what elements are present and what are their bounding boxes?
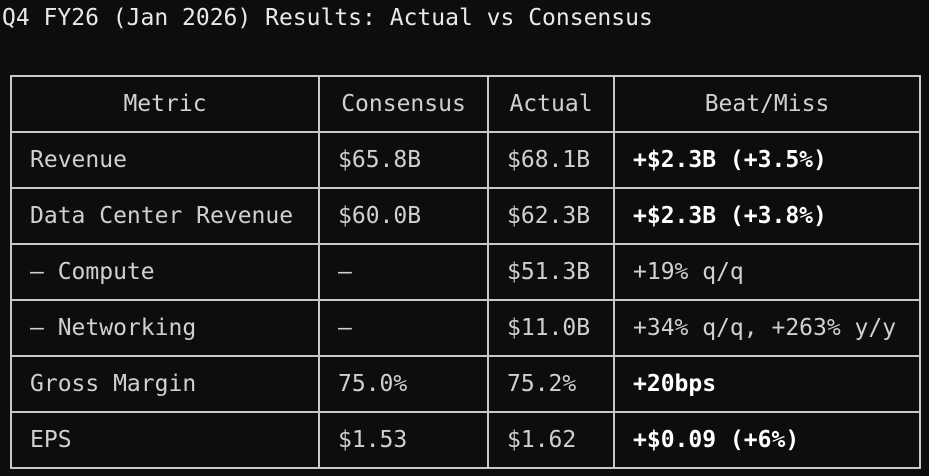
consensus-cell: $1.53 [318, 411, 489, 469]
table-row: Gross Margin 75.0% 75.2% +20bps [10, 355, 921, 413]
actual-cell: $11.0B [487, 299, 615, 357]
results-table: Metric Consensus Actual Beat/Miss Revenu… [10, 75, 921, 469]
consensus-cell: $60.0B [318, 187, 489, 245]
beat-miss-cell: +$0.09 (+6%) [613, 411, 921, 469]
beat-miss-cell: +19% q/q [613, 243, 921, 301]
actual-cell: 75.2% [487, 355, 615, 413]
metric-cell: Revenue [10, 131, 320, 189]
consensus-cell: $65.8B [318, 131, 489, 189]
beat-miss-cell: +$2.3B (+3.8%) [613, 187, 921, 245]
col-header-metric: Metric [10, 75, 320, 133]
metric-cell: Gross Margin [10, 355, 320, 413]
beat-miss-cell: +20bps [613, 355, 921, 413]
table-row: Data Center Revenue $60.0B $62.3B +$2.3B… [10, 187, 921, 245]
table-row: EPS $1.53 $1.62 +$0.09 (+6%) [10, 411, 921, 469]
consensus-cell: 75.0% [318, 355, 489, 413]
page-title: Q4 FY26 (Jan 2026) Results: Actual vs Co… [2, 5, 653, 31]
consensus-cell: — [318, 243, 489, 301]
actual-cell: $68.1B [487, 131, 615, 189]
actual-cell: $62.3B [487, 187, 615, 245]
table-row: — Compute — $51.3B +19% q/q [10, 243, 921, 301]
col-header-actual: Actual [487, 75, 615, 133]
metric-cell: Data Center Revenue [10, 187, 320, 245]
consensus-cell: — [318, 299, 489, 357]
actual-cell: $51.3B [487, 243, 615, 301]
table-row: Revenue $65.8B $68.1B +$2.3B (+3.5%) [10, 131, 921, 189]
beat-miss-cell: +$2.3B (+3.5%) [613, 131, 921, 189]
col-header-beat-miss: Beat/Miss [613, 75, 921, 133]
metric-cell: — Compute [10, 243, 320, 301]
metric-cell: — Networking [10, 299, 320, 357]
metric-cell: EPS [10, 411, 320, 469]
beat-miss-cell: +34% q/q, +263% y/y [613, 299, 921, 357]
col-header-consensus: Consensus [318, 75, 489, 133]
actual-cell: $1.62 [487, 411, 615, 469]
header-row: Metric Consensus Actual Beat/Miss [10, 75, 921, 133]
table-row: — Networking — $11.0B +34% q/q, +263% y/… [10, 299, 921, 357]
